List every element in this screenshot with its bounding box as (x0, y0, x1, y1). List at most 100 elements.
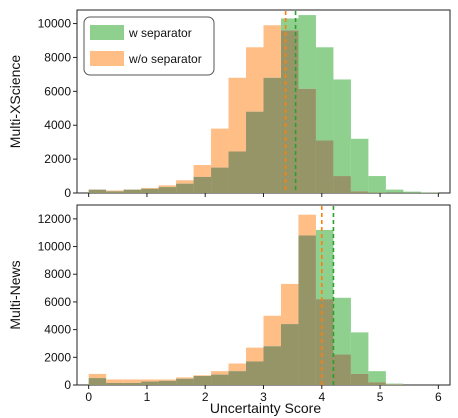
histogram-bar-wo-separator (176, 377, 194, 379)
histogram-bar-overlap (350, 191, 369, 193)
histogram-bar-w-separator (280, 18, 299, 31)
x-tick-label: 2 (202, 390, 209, 404)
histogram-bar-overlap (141, 381, 159, 385)
histogram-bar-w-separator (368, 371, 386, 383)
histogram-bar-w-separator (315, 47, 334, 141)
x-tick-label: 5 (377, 390, 384, 404)
histogram-bar-wo-separator (106, 190, 124, 192)
histogram-bar-overlap (280, 324, 299, 385)
histogram-bar-wo-separator (263, 315, 281, 347)
histogram-bar-overlap (228, 151, 247, 193)
x-tick-label: 4 (318, 390, 325, 404)
histogram-bar-w-separator (368, 176, 386, 193)
histogram-bar-overlap (193, 176, 212, 193)
histogram-bar-overlap (333, 176, 351, 193)
histogram-bar-overlap (176, 183, 194, 193)
x-tick-label: 0 (85, 390, 92, 404)
histogram-bar-wo-separator (246, 347, 264, 362)
y-tick-label: 10000 (38, 240, 72, 254)
bottom-y-axis-label: Multi-News (7, 260, 23, 329)
y-tick-label: 0 (64, 186, 71, 200)
y-tick-label: 2000 (44, 350, 71, 364)
bottom-panel: Multi-News Uncertainty Score 02000400060… (7, 204, 451, 416)
histogram-bar-w-separator (350, 138, 369, 192)
histogram-bar-wo-separator (193, 375, 212, 376)
histogram-bar-overlap (350, 373, 369, 385)
histogram-bar-wo-separator (176, 180, 194, 184)
histogram-bar-wo-separator (141, 187, 159, 189)
histogram-bar-overlap (88, 378, 107, 385)
histogram-bar-w-separator (315, 229, 334, 300)
legend-swatch-w-separator (90, 25, 124, 40)
histogram-bar-overlap (385, 384, 404, 385)
histogram-bar-overlap (141, 188, 159, 193)
top-panel: Multi-XScience 0 2000 4000 6000 8000 10000 (7, 9, 451, 200)
y-tick-label: 10000 (38, 17, 72, 31)
y-tick-label: 2000 (44, 152, 71, 166)
histogram-bar-wo-separator (211, 371, 229, 375)
histogram-bar-wo-separator (158, 185, 177, 188)
histogram-bar-overlap (263, 346, 281, 385)
histogram-bar-overlap (315, 140, 334, 193)
histogram-bar-wo-separator (228, 77, 247, 152)
histogram-bar-overlap (368, 192, 386, 193)
x-axis-label: Uncertainty Score (210, 400, 321, 416)
histogram-bar-overlap (263, 77, 281, 193)
histogram-bar-overlap (298, 88, 316, 193)
histogram-bar-wo-separator (280, 283, 299, 325)
histogram-bar-w-separator (385, 383, 404, 385)
histogram-bar-overlap (123, 189, 142, 193)
histogram-bar-overlap (333, 354, 351, 385)
y-tick-label: 6000 (44, 295, 71, 309)
histogram-bar-wo-separator (211, 128, 229, 168)
histogram-bar-w-separator (298, 15, 316, 89)
histogram-bar-w-separator (350, 332, 369, 374)
histogram-bar-wo-separator (246, 47, 264, 112)
y-tick-label: 12000 (38, 212, 72, 226)
legend-label-wo-separator: w/o separator (128, 52, 202, 66)
histogram-bar-wo-separator (193, 165, 212, 177)
x-tick-label: 6 (435, 390, 442, 404)
histogram-bar-wo-separator (298, 214, 316, 236)
histogram-bar-overlap (106, 382, 124, 385)
y-tick-label: 4000 (44, 323, 71, 337)
histogram-bar-overlap (158, 380, 177, 385)
y-tick-label: 8000 (44, 267, 71, 281)
histogram-bar-overlap (368, 382, 386, 385)
legend-swatch-wo-separator (90, 51, 124, 66)
histogram-bar-w-separator (333, 297, 351, 355)
histogram-bar-overlap (106, 191, 124, 193)
top-y-axis-label: Multi-XScience (7, 55, 23, 149)
histogram-bar-wo-separator (106, 379, 124, 383)
histogram-bar-overlap (246, 111, 264, 193)
histogram-bar-overlap (88, 189, 107, 193)
x-tick-label: 1 (144, 390, 151, 404)
histogram-bar-wo-separator (141, 379, 159, 382)
histogram-bar-overlap (211, 167, 229, 193)
histogram-bar-overlap (298, 235, 316, 385)
legend-label-w-separator: w separator (128, 26, 192, 40)
legend: w separator w/o separator (83, 16, 215, 76)
histogram-bar-overlap (176, 378, 194, 385)
histogram-bar-overlap (211, 374, 229, 385)
histogram-bar-overlap (158, 187, 177, 193)
y-tick-label: 0 (64, 378, 71, 392)
histogram-bar-overlap (246, 361, 264, 385)
histogram-bar-wo-separator (263, 25, 281, 78)
histogram-bar-w-separator (333, 79, 351, 177)
x-tick-label: 3 (260, 390, 267, 404)
y-tick-label: 6000 (44, 84, 71, 98)
histogram-bar-wo-separator (88, 373, 107, 379)
histogram-bar-overlap (123, 382, 142, 385)
histogram-bar-wo-separator (158, 379, 177, 381)
histogram-bar-wo-separator (228, 363, 247, 372)
y-tick-label: 4000 (44, 118, 71, 132)
histogram-bar-overlap (315, 299, 334, 385)
histogram-bar-w-separator (403, 191, 421, 193)
histogram-bar-overlap (228, 371, 247, 385)
y-tick-label: 8000 (44, 50, 71, 64)
histogram-bar-overlap (193, 376, 212, 385)
histogram-bar-wo-separator (123, 379, 142, 383)
histogram-bar-w-separator (385, 189, 404, 193)
